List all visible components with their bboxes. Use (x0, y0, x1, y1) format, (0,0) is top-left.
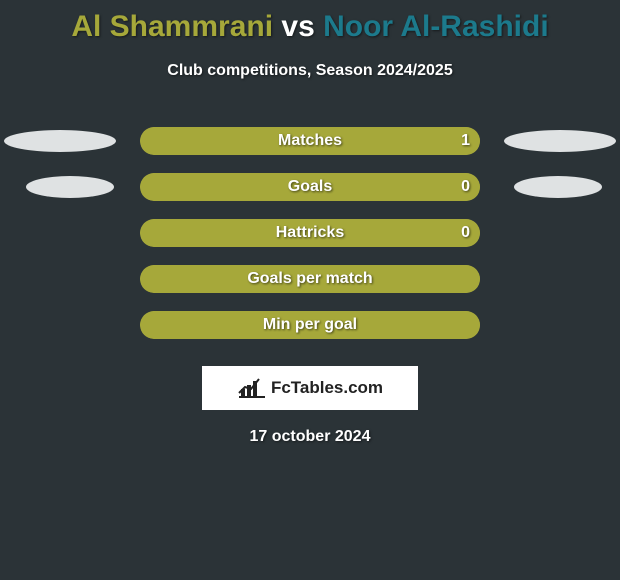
stat-bar: Goals per match (140, 265, 480, 293)
stat-label: Matches (140, 132, 480, 150)
comparison-infographic: Al Shammrani vs Noor Al-Rashidi Club com… (0, 0, 620, 446)
stat-value: 0 (461, 224, 470, 242)
stat-bar: Goals0 (140, 173, 480, 201)
player1-name: Al Shammrani (71, 10, 273, 43)
player2-name: Noor Al-Rashidi (323, 10, 549, 43)
stat-label: Min per goal (140, 316, 480, 334)
stat-row: Goals0 (0, 164, 620, 210)
player1-marker (26, 176, 114, 198)
vs-label: vs (281, 10, 314, 43)
logo-text: FcTables.com (271, 378, 383, 398)
stat-row: Matches1 (0, 118, 620, 164)
player2-marker (514, 176, 602, 198)
stat-value: 1 (461, 132, 470, 150)
logo-chart-icon (237, 377, 267, 399)
date-label: 17 october 2024 (0, 428, 620, 446)
subtitle: Club competitions, Season 2024/2025 (0, 62, 620, 80)
stat-value: 0 (461, 178, 470, 196)
stat-label: Hattricks (140, 224, 480, 242)
logo-badge: FcTables.com (202, 366, 418, 410)
stat-label: Goals per match (140, 270, 480, 288)
stat-row: Goals per match (0, 256, 620, 302)
player2-marker (504, 130, 616, 152)
stats-block: Matches1Goals0Hattricks0Goals per matchM… (0, 118, 620, 348)
stat-bar: Hattricks0 (140, 219, 480, 247)
player1-marker (4, 130, 116, 152)
stat-bar: Min per goal (140, 311, 480, 339)
stat-row: Min per goal (0, 302, 620, 348)
stat-label: Goals (140, 178, 480, 196)
stat-row: Hattricks0 (0, 210, 620, 256)
stat-bar: Matches1 (140, 127, 480, 155)
page-title: Al Shammrani vs Noor Al-Rashidi (0, 0, 620, 44)
